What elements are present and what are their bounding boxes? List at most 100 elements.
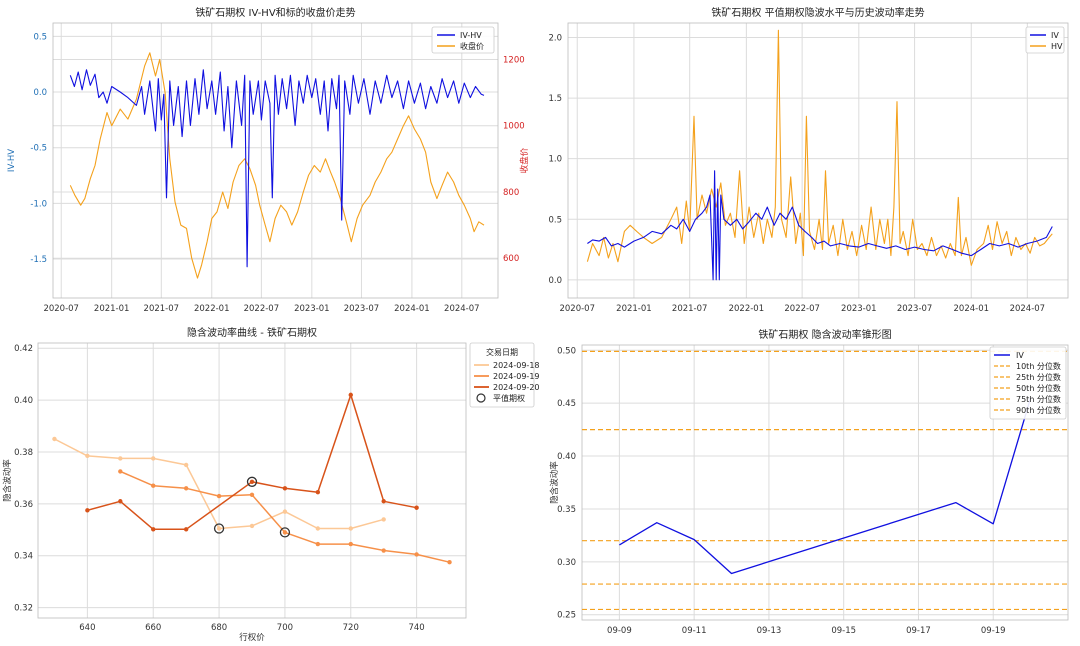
y-tick-label: 0.40: [14, 396, 33, 406]
y-tick-label: 2.0: [548, 34, 562, 44]
series-iv: [587, 170, 1053, 281]
x-tick-label: 2024-07: [1010, 304, 1046, 314]
series-point: [447, 560, 452, 565]
x-tick-label: 2022-01: [729, 304, 765, 314]
legend-label: IV: [1051, 31, 1059, 40]
x-tick-label: 2022-07: [244, 304, 280, 314]
legend-label: 2024-09-20: [493, 383, 540, 392]
legend-label: 10th 分位数: [1016, 361, 1061, 371]
chart-title: 隐含波动率曲线 - 铁矿石期权: [187, 326, 317, 339]
y2-axis-label: 收盘价: [519, 147, 530, 173]
series-point: [183, 462, 189, 468]
series-point: [151, 456, 156, 461]
series-point: [249, 492, 255, 497]
y-tick-label: 0.40: [557, 452, 576, 462]
y-tick-label: -1.5: [30, 255, 47, 265]
series-point: [216, 493, 222, 499]
atm-marker: [213, 523, 225, 534]
y-tick-label: 0.5: [548, 215, 562, 225]
legend-label: 收盘价: [460, 41, 484, 51]
atm-marker: [246, 476, 258, 487]
plot-frame: [37, 342, 467, 619]
series-point: [249, 479, 255, 484]
y-tick-label: 0.0: [548, 276, 562, 286]
legend-label: 平值期权: [493, 393, 525, 403]
legend-label: 2024-09-18: [493, 361, 540, 370]
series-point: [414, 505, 419, 510]
series-point: [118, 456, 123, 461]
x-tick-label: 2024-07: [444, 304, 480, 314]
y2-tick-label: 1200: [503, 55, 525, 65]
x-tick-label: 2021-07: [144, 304, 180, 314]
y-tick-label: 0.5: [33, 32, 47, 42]
series-iv-hv: [69, 69, 485, 268]
x-tick-label: 740: [408, 623, 424, 633]
x-tick-label: 660: [145, 623, 161, 633]
series-point: [216, 526, 222, 531]
x-tick-label: 2020-07: [43, 304, 79, 314]
plot-frame: [581, 344, 1069, 621]
series-point: [348, 526, 353, 531]
chart-title: 铁矿石期权 IV-HV和标的收盘价走势: [195, 6, 355, 19]
x-tick-label: 2020-07: [559, 304, 595, 314]
series-point: [315, 489, 321, 495]
y-tick-label: 0.42: [14, 344, 33, 354]
x-tick-label: 2021-01: [616, 304, 652, 314]
x-tick-label: 2023-01: [294, 304, 330, 314]
x-tick-label: 09-11: [682, 626, 707, 636]
y-tick-label: 0.50: [557, 346, 576, 356]
series-point: [315, 526, 321, 531]
x-tick-label: 09-15: [831, 626, 856, 636]
y-tick-label: -0.5: [30, 144, 47, 154]
x-tick-label: 680: [211, 623, 227, 633]
y-tick-label: 0.35: [557, 505, 576, 515]
plot-frame: [567, 22, 1069, 299]
series-hv: [586, 29, 1053, 266]
x-tick-label: 09-17: [906, 626, 931, 636]
series-iv: [619, 397, 1032, 575]
x-tick-label: 2023-07: [344, 304, 380, 314]
chart-title: 铁矿石期权 隐含波动率锥形图: [758, 328, 891, 341]
y-tick-label: 0.32: [14, 604, 33, 614]
legend-label: 75th 分位数: [1016, 394, 1061, 404]
y-axis-label: 隐含波动率: [2, 459, 13, 502]
legend-label: 50th 分位数: [1016, 383, 1061, 393]
series-point: [52, 436, 57, 442]
series-point: [183, 527, 189, 532]
series-point: [151, 527, 156, 532]
atm-marker: [279, 527, 291, 538]
y2-tick-label: 800: [503, 188, 519, 198]
y-tick-label: 0.0: [33, 88, 47, 98]
series-point: [118, 469, 123, 474]
y-tick-label: 0.45: [557, 399, 576, 409]
x-tick-label: 640: [79, 623, 95, 633]
y-tick-label: 0.34: [14, 552, 33, 562]
legend-box: [469, 342, 535, 408]
x-tick-label: 2022-07: [784, 304, 820, 314]
y-tick-label: 1.5: [548, 94, 562, 104]
series-point: [381, 548, 386, 553]
series-point: [183, 486, 189, 491]
legend-label: 90th 分位数: [1016, 405, 1061, 415]
legend-label: HV: [1051, 42, 1063, 51]
series-point: [381, 517, 386, 522]
series-point: [414, 552, 419, 557]
series-point: [348, 541, 353, 547]
y-tick-label: 0.36: [14, 500, 33, 510]
series-point: [282, 530, 288, 535]
series-close-price: [69, 52, 485, 279]
x-tick-label: 2022-01: [194, 304, 230, 314]
chart-title: 铁矿石期权 平值期权隐波水平与历史波动率走势: [711, 6, 924, 19]
plot-frame: [52, 22, 499, 299]
x-tick-label: 2024-01: [954, 304, 990, 314]
x-tick-label: 2023-01: [841, 304, 877, 314]
series-line: [87, 394, 417, 531]
series-point: [85, 453, 90, 459]
y-axis-label: IV-HV: [7, 149, 17, 172]
series-point: [282, 509, 288, 514]
x-tick-label: 2024-01: [394, 304, 430, 314]
series-point: [249, 523, 255, 529]
series-point: [381, 499, 386, 504]
series-point: [348, 392, 353, 398]
